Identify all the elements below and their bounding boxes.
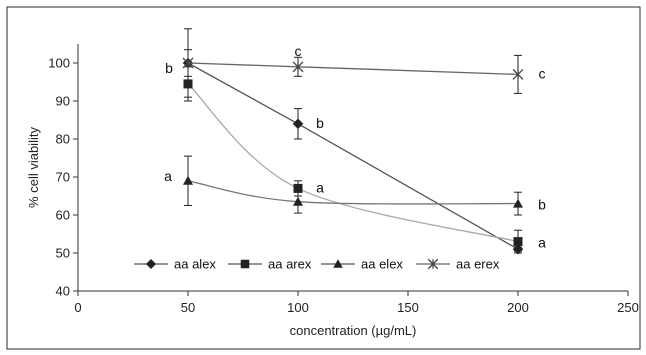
legend: aa alex aa arex aa elex aa erex [134, 257, 500, 272]
legend-marker [240, 259, 250, 269]
x-tick-label: 0 [74, 300, 81, 315]
data-point [182, 57, 194, 69]
significance-label: c [295, 43, 302, 59]
significance-label: b [165, 60, 173, 76]
y-axis-title: % cell viability [26, 127, 41, 208]
y-tick-label: 50 [56, 246, 70, 261]
series-aa-elex: ab [164, 155, 546, 216]
x-tick-label: 150 [397, 300, 419, 315]
legend-item: aa arex [228, 257, 312, 272]
series-line [187, 83, 519, 243]
significance-label: a [164, 168, 172, 184]
y-tick-label: 80 [56, 132, 70, 147]
legend-item: aa erex [416, 257, 500, 272]
series-line [187, 62, 519, 250]
y-tick-label: 40 [56, 284, 70, 299]
chart-frame [6, 6, 641, 350]
significance-label: c [539, 65, 546, 81]
legend-marker [427, 258, 439, 270]
data-point [292, 118, 304, 130]
series-aa-alex: b [182, 49, 524, 255]
data-point [512, 68, 524, 80]
significance-label: a [316, 179, 324, 195]
legend-marker [145, 258, 157, 270]
data-point [513, 198, 523, 208]
x-tick-label: 100 [287, 300, 309, 315]
x-tick-label: 200 [507, 300, 529, 315]
y-tick-label: 60 [56, 208, 70, 223]
legend-item: aa alex [134, 257, 216, 272]
legend-marker [333, 259, 343, 268]
legend-label: aa erex [456, 257, 500, 272]
significance-label: b [538, 197, 546, 213]
data-point [293, 196, 303, 206]
data-point [183, 175, 193, 185]
series-line [187, 180, 519, 205]
x-tick-label: 250 [617, 300, 639, 315]
series-line [187, 62, 519, 76]
series-aa-erex: b c c [165, 28, 546, 98]
x-axis-title: concentration (µg/mL) [290, 323, 417, 338]
x-tick-label: 50 [181, 300, 195, 315]
data-point [293, 183, 303, 193]
series-aa-arex: aa [183, 66, 546, 254]
legend-label: aa arex [268, 257, 312, 272]
significance-label: b [316, 115, 324, 131]
y-tick-label: 90 [56, 94, 70, 109]
data-point [513, 237, 523, 247]
data-point [292, 61, 304, 73]
y-tick-label: 100 [48, 56, 70, 71]
y-tick-label: 70 [56, 170, 70, 185]
legend-label: aa alex [174, 257, 216, 272]
legend-label: aa elex [361, 257, 403, 272]
axes: 40 50 60 70 80 90 100 0 50 100 150 200 250 [48, 44, 639, 315]
legend-item: aa elex [321, 257, 403, 272]
significance-label: a [538, 235, 546, 251]
